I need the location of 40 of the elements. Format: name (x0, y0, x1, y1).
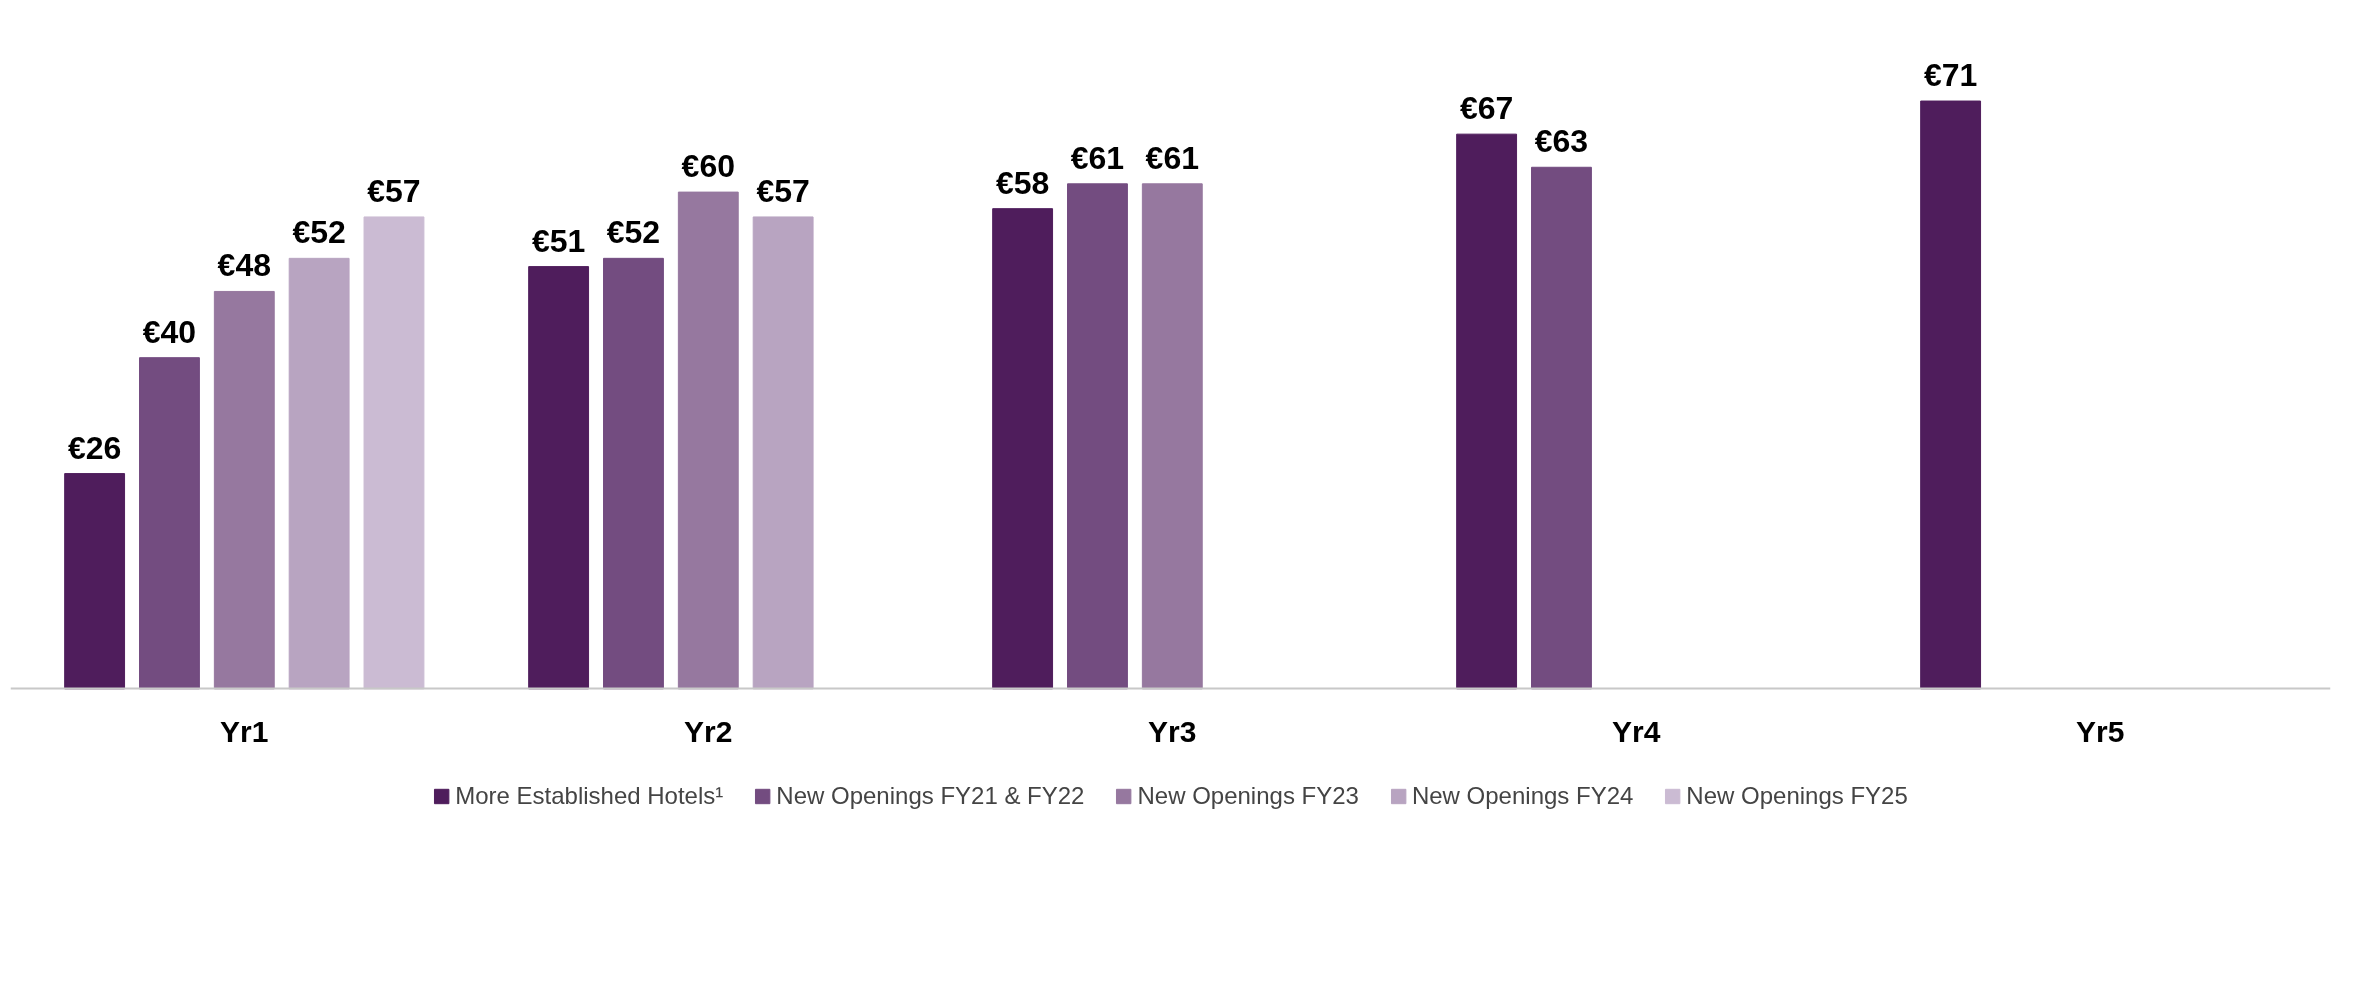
legend-label: More Established Hotels¹ (455, 782, 724, 810)
bar (1456, 133, 1518, 690)
bar (1141, 183, 1203, 690)
bar (288, 257, 350, 690)
data-label: €61 (1070, 139, 1125, 176)
bar (1067, 183, 1128, 690)
legend-label: New Openings FY23 (1137, 782, 1359, 810)
x-tick-label: Yr3 (1148, 714, 1197, 748)
bar (1920, 100, 1982, 690)
data-label: €57 (367, 172, 421, 209)
data-label: €60 (681, 148, 735, 185)
x-tick-label: Yr5 (2076, 714, 2125, 748)
data-label: €52 (292, 214, 346, 251)
legend-label: New Openings FY25 (1686, 782, 1908, 810)
bar (64, 473, 126, 690)
bar (603, 257, 664, 690)
data-label: €67 (1459, 90, 1514, 127)
bar (992, 208, 1054, 690)
x-tick-label: Yr1 (220, 714, 269, 748)
bar (528, 266, 590, 690)
legend-label: New Openings FY24 (1411, 782, 1634, 810)
bar (363, 216, 425, 690)
bar (213, 290, 275, 690)
data-label: €63 (1534, 123, 1589, 160)
data-label: €51 (531, 222, 586, 259)
bar (139, 357, 200, 690)
data-label: €40 (142, 313, 197, 350)
legend-label: New Openings FY21 & FY22 (776, 782, 1085, 810)
data-label: €52 (606, 214, 661, 251)
bar (677, 191, 739, 690)
data-label: €61 (1145, 139, 1199, 176)
data-label: €57 (756, 172, 810, 209)
data-label: €48 (217, 247, 271, 284)
x-tick-label: Yr2 (684, 714, 733, 748)
bar (752, 216, 814, 690)
x-tick-label: Yr4 (1612, 714, 1661, 748)
bar (1531, 166, 1592, 690)
data-label: €58 (995, 164, 1050, 201)
data-label: €71 (1923, 57, 1978, 94)
data-label: €26 (67, 429, 122, 466)
